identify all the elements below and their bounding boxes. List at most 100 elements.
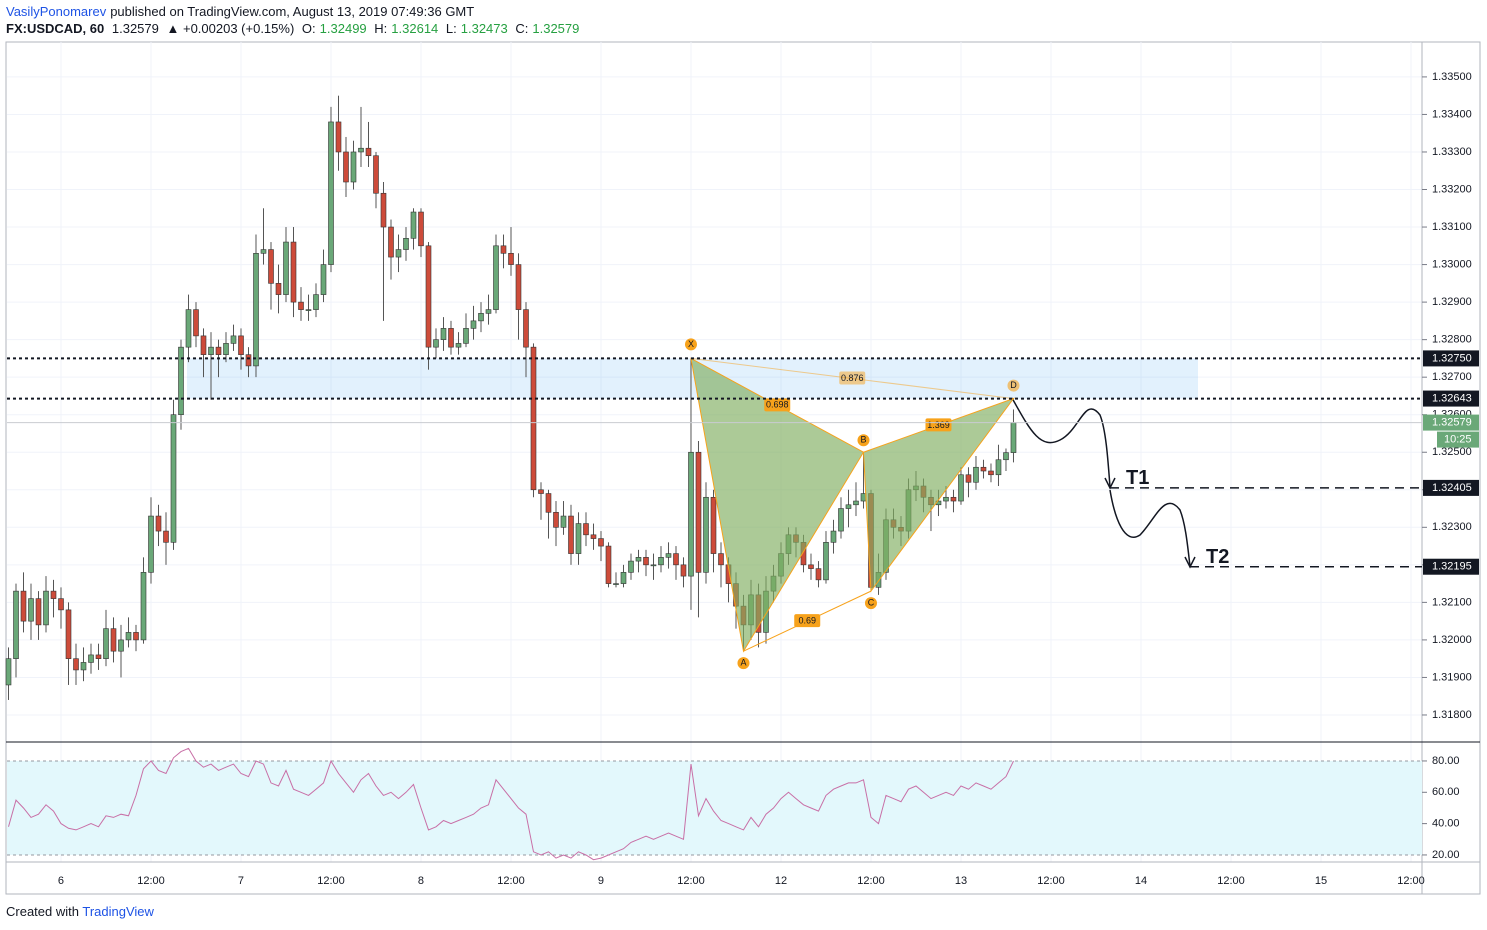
- candle-body: [658, 557, 664, 566]
- open: 1.32499: [319, 21, 367, 36]
- candle-body: [853, 500, 859, 506]
- candle-body: [208, 346, 214, 355]
- candle-body: [575, 523, 582, 554]
- open-label: O:: [301, 21, 316, 36]
- point-marker: [737, 657, 750, 670]
- x-tick-label: 12:00: [857, 875, 885, 887]
- last: 1.32579: [111, 21, 159, 36]
- symbol: FX:USDCAD, 60: [6, 21, 105, 36]
- change: ▲ +0.00203 (+0.15%): [166, 21, 295, 36]
- candle-body: [185, 309, 192, 348]
- candle-body: [133, 632, 139, 641]
- x-tick-label: 12:00: [137, 875, 165, 887]
- candle-body: [13, 590, 19, 659]
- candle-body: [980, 466, 987, 472]
- candle-body: [65, 609, 72, 659]
- candle-body: [553, 511, 559, 528]
- candle-body: [455, 343, 462, 348]
- level-label: 1.32643: [1432, 392, 1472, 404]
- candle-body: [493, 245, 499, 310]
- point-label: C: [868, 597, 875, 607]
- candle-body: [343, 151, 349, 183]
- x-tick-label: 9: [598, 875, 604, 887]
- candle-body: [823, 542, 829, 581]
- target-box: [1423, 558, 1479, 575]
- y-tick-label: 1.31900: [1432, 671, 1472, 683]
- close: 1.32579: [532, 21, 580, 36]
- candle-body: [373, 155, 379, 194]
- candle-body: [148, 515, 154, 573]
- candle-body: [268, 249, 274, 284]
- candle-body: [530, 346, 537, 491]
- last-price-label: 1.32579: [1432, 416, 1472, 428]
- y-tick-label: 1.33500: [1432, 71, 1472, 83]
- candle-body: [163, 530, 169, 543]
- x-tick-label: 12:00: [317, 875, 345, 887]
- candle-body: [523, 309, 529, 348]
- candle-body: [125, 632, 132, 641]
- candle-body: [515, 264, 522, 310]
- candle-body: [470, 320, 477, 329]
- ratio-box: [764, 398, 791, 412]
- candle-body: [58, 598, 64, 611]
- candle-body: [433, 339, 439, 348]
- y-tick-label: 1.32900: [1432, 296, 1472, 308]
- x-tick-label: 14: [1135, 875, 1147, 887]
- candle-body: [298, 301, 304, 310]
- x-tick-label: 12:00: [1037, 875, 1065, 887]
- candle-body: [665, 553, 672, 558]
- author[interactable]: VasilyPonomarev: [6, 4, 107, 19]
- candle-body: [35, 598, 42, 626]
- candle-body: [710, 496, 717, 554]
- y-tick-label: 1.31800: [1432, 709, 1472, 721]
- candle-body: [485, 309, 492, 314]
- x-tick-label: 12: [775, 875, 787, 887]
- candle-body: [245, 354, 252, 367]
- symbol-line: FX:USDCAD, 60 1.32579 ▲ +0.00203 (+0.15%…: [6, 21, 583, 36]
- level-box: [1423, 390, 1479, 407]
- candle-body: [605, 545, 612, 584]
- candle-body: [253, 253, 259, 367]
- candle-body: [695, 451, 702, 573]
- footer-brand[interactable]: TradingView: [82, 904, 154, 919]
- candle-body: [43, 590, 49, 626]
- x-tick-label: 6: [58, 875, 64, 887]
- candle-body: [860, 493, 867, 502]
- x-tick-label: 12:00: [1217, 875, 1245, 887]
- candle-body: [110, 628, 117, 652]
- candle-body: [545, 493, 552, 513]
- candle-body: [5, 658, 12, 686]
- candle-body: [808, 564, 814, 569]
- point-label: B: [860, 435, 866, 445]
- candle-body: [583, 523, 589, 536]
- candle-body: [275, 283, 282, 295]
- publish-line: VasilyPonomarev published on TradingView.…: [6, 4, 478, 19]
- published: published on TradingView.com, August 13,…: [110, 4, 475, 19]
- target-name: T2: [1206, 546, 1229, 568]
- rsi-tick-label: 20.00: [1432, 849, 1460, 861]
- candle-body: [50, 590, 57, 599]
- y-tick-label: 1.33200: [1432, 183, 1472, 195]
- candle-body: [568, 515, 574, 554]
- ratio-box: [794, 614, 821, 628]
- candle-body: [845, 504, 852, 509]
- y-tick-label: 1.32100: [1432, 596, 1472, 608]
- candle-body: [20, 590, 27, 622]
- y-tick-label: 1.32000: [1432, 634, 1472, 646]
- candle-body: [995, 459, 1002, 476]
- candle-body: [965, 474, 972, 483]
- candle-body: [305, 309, 312, 311]
- candle-body: [215, 346, 222, 355]
- candle-body: [238, 335, 244, 355]
- level-box: [1423, 350, 1479, 367]
- y-tick-label: 1.32700: [1432, 371, 1472, 383]
- candle-body: [155, 515, 162, 532]
- candle-body: [1003, 452, 1009, 461]
- target-label: 1.32405: [1432, 482, 1472, 494]
- candle-body: [838, 508, 844, 532]
- ratio-label: 1.369: [927, 420, 950, 430]
- candle-body: [950, 496, 957, 502]
- candle-body: [410, 211, 417, 239]
- candle-body: [448, 328, 454, 348]
